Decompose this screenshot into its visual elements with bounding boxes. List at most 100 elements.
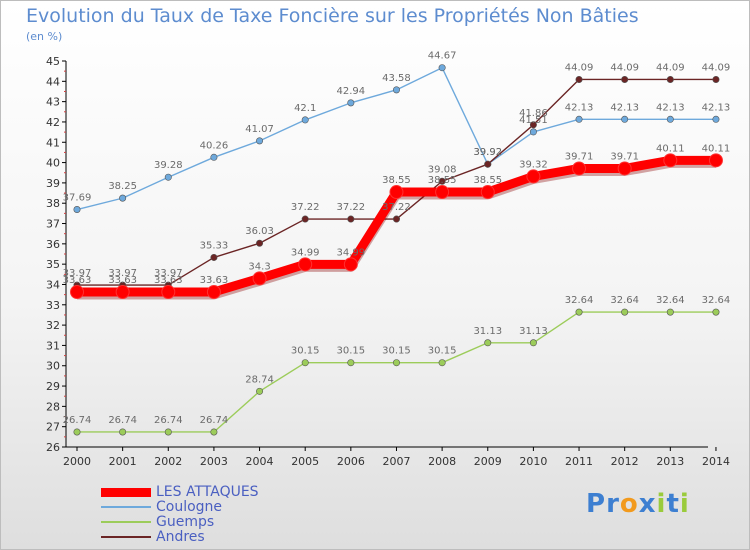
point-les-attaques xyxy=(70,284,84,299)
data-label-guemps: 31.13 xyxy=(473,326,502,337)
point-guemps xyxy=(210,428,218,436)
y-tick-label: 27 xyxy=(46,421,60,434)
logo-letter: i xyxy=(679,489,690,519)
point-les-attaques xyxy=(115,284,130,299)
data-label-les-attaques: 34.99 xyxy=(291,247,320,258)
data-label-les-attaques: 40.11 xyxy=(702,143,731,154)
point-coulogne xyxy=(256,137,264,145)
point-coulogne xyxy=(621,115,629,123)
logo-letter: i xyxy=(656,489,667,519)
point-coulogne xyxy=(666,115,674,123)
y-tick-label: 36 xyxy=(46,238,60,251)
data-label-coulogne: 42.13 xyxy=(610,102,639,113)
data-label-coulogne: 41.07 xyxy=(245,124,274,135)
x-tick-label: 2010 xyxy=(519,455,547,468)
legend-label: LES ATTAQUES xyxy=(156,484,259,500)
data-label-guemps: 30.15 xyxy=(382,346,411,357)
data-label-guemps: 32.64 xyxy=(565,295,594,306)
x-tick-label: 2011 xyxy=(565,455,593,468)
point-andres xyxy=(621,75,629,83)
y-tick-label: 39 xyxy=(46,177,60,190)
legend-label: Andres xyxy=(156,529,205,545)
point-coulogne xyxy=(164,173,172,181)
data-label-les-attaques: 39.71 xyxy=(565,151,594,162)
data-label-guemps: 30.15 xyxy=(337,346,366,357)
point-les-attaques xyxy=(708,153,723,168)
data-label-andres: 37.22 xyxy=(291,202,320,213)
data-label-coulogne: 38.25 xyxy=(108,181,137,192)
point-guemps xyxy=(164,428,172,436)
x-tick-label: 2008 xyxy=(428,455,456,468)
point-coulogne xyxy=(438,64,446,72)
logo-letter: r xyxy=(606,489,620,519)
point-les-attaques xyxy=(663,153,678,168)
point-les-attaques xyxy=(389,185,404,200)
legend-swatch xyxy=(101,487,151,497)
legend-label: Coulogne xyxy=(156,499,223,515)
x-tick-label: 2002 xyxy=(154,455,182,468)
point-coulogne xyxy=(712,115,720,123)
point-coulogne xyxy=(529,128,537,136)
data-label-coulogne: 42.13 xyxy=(656,102,685,113)
data-label-guemps: 32.64 xyxy=(656,295,685,306)
data-label-les-attaques: 33.63 xyxy=(108,275,137,286)
point-guemps xyxy=(347,359,355,367)
point-coulogne xyxy=(575,115,583,123)
point-andres xyxy=(666,75,674,83)
point-andres xyxy=(484,160,492,168)
data-label-coulogne: 42.13 xyxy=(702,102,731,113)
point-les-attaques xyxy=(206,284,221,299)
y-axis-ticks: 26 27 28 29 30 31 32 33 34 35 36 37 38 39 40 41 42 43 44 45 xyxy=(46,55,66,454)
data-label-coulogne: 42.94 xyxy=(337,86,366,97)
data-label-guemps: 26.74 xyxy=(108,415,137,426)
data-label-andres: 44.09 xyxy=(656,62,685,73)
x-tick-label: 2000 xyxy=(63,455,91,468)
data-label-coulogne: 40.26 xyxy=(200,140,229,151)
data-label-guemps: 30.15 xyxy=(428,346,457,357)
data-label-andres: 37.22 xyxy=(382,202,411,213)
point-andres xyxy=(210,253,218,261)
point-les-attaques xyxy=(161,284,176,299)
point-guemps xyxy=(529,339,537,347)
point-guemps xyxy=(484,339,492,347)
data-label-guemps: 26.74 xyxy=(200,415,229,426)
x-tick-label: 2013 xyxy=(656,455,684,468)
point-les-attaques xyxy=(343,257,358,272)
data-label-andres: 33.97 xyxy=(63,268,92,279)
point-guemps xyxy=(119,428,127,436)
point-andres xyxy=(301,215,309,223)
data-label-coulogne: 44.67 xyxy=(428,51,457,62)
data-label-andres: 44.09 xyxy=(702,62,731,73)
data-label-guemps: 26.74 xyxy=(63,415,92,426)
data-label-les-attaques: 38.55 xyxy=(428,175,457,186)
data-label-les-attaques: 38.55 xyxy=(473,175,502,186)
data-label-les-attaques: 33.63 xyxy=(200,275,229,286)
y-tick-label: 31 xyxy=(46,339,60,352)
data-label-coulogne: 42.13 xyxy=(565,102,594,113)
point-andres xyxy=(712,75,720,83)
x-tick-label: 2009 xyxy=(474,455,502,468)
y-tick-label: 33 xyxy=(46,299,60,312)
point-guemps xyxy=(301,359,309,367)
logo-letter: P xyxy=(586,489,607,519)
point-les-attaques xyxy=(617,161,632,176)
y-tick-label: 38 xyxy=(46,197,60,210)
data-label-coulogne: 42.1 xyxy=(294,103,316,114)
data-label-andres: 33.97 xyxy=(154,268,183,279)
x-tick-label: 2007 xyxy=(382,455,410,468)
data-label-guemps: 28.74 xyxy=(245,374,274,385)
data-label-andres: 33.97 xyxy=(108,268,137,279)
x-tick-label: 2004 xyxy=(246,455,274,468)
y-tick-label: 41 xyxy=(46,136,60,149)
y-tick-label: 43 xyxy=(46,96,60,109)
y-tick-label: 42 xyxy=(46,116,60,129)
point-andres xyxy=(529,121,537,129)
data-labels-layer: 26.74 26.74 26.74 26.74 28.74 30.15 30.15 30.15… xyxy=(63,51,731,426)
point-guemps xyxy=(438,359,446,367)
point-les-attaques xyxy=(435,185,450,200)
x-tick-label: 2003 xyxy=(200,455,228,468)
data-label-guemps: 26.74 xyxy=(154,415,183,426)
legend-swatch xyxy=(101,521,151,523)
logo-letter: t xyxy=(666,489,680,519)
